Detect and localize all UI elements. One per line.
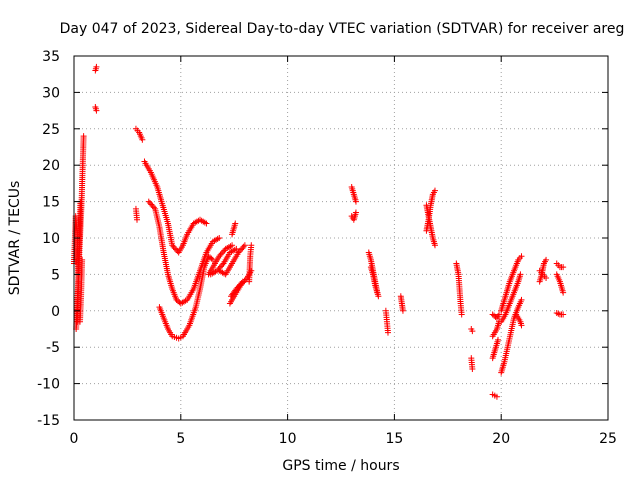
data-point bbox=[384, 329, 391, 336]
data-point bbox=[234, 284, 241, 291]
chart-title: Day 047 of 2023, Sidereal Day-to-day VTE… bbox=[60, 21, 625, 37]
data-point bbox=[150, 204, 157, 211]
data-point bbox=[352, 209, 359, 216]
data-point bbox=[233, 245, 240, 252]
data-point bbox=[469, 328, 476, 335]
y-axis-label: SDTVAR / TECUs bbox=[7, 181, 23, 296]
data-point bbox=[431, 242, 438, 249]
data-point bbox=[518, 296, 525, 303]
x-axis-label: GPS time / hours bbox=[282, 458, 399, 474]
data-point bbox=[145, 198, 152, 205]
data-point bbox=[236, 248, 243, 255]
data-point bbox=[139, 136, 146, 143]
x-tick-label: 15 bbox=[385, 431, 403, 447]
y-tick-label: 15 bbox=[42, 195, 60, 211]
data-point bbox=[239, 245, 246, 252]
data-point bbox=[173, 246, 180, 253]
data-point bbox=[149, 202, 156, 209]
data-point bbox=[494, 336, 501, 343]
data-point bbox=[239, 278, 246, 285]
y-tick-label: -5 bbox=[46, 340, 60, 356]
y-tick-label: 0 bbox=[51, 304, 60, 320]
data-point bbox=[240, 243, 247, 250]
data-point bbox=[169, 242, 176, 249]
y-tick-label: 5 bbox=[51, 267, 60, 283]
data-point bbox=[518, 253, 525, 260]
data-point bbox=[235, 249, 242, 256]
data-point bbox=[235, 283, 242, 290]
data-points bbox=[71, 63, 567, 400]
data-point bbox=[147, 200, 154, 207]
data-point bbox=[217, 251, 224, 258]
data-point bbox=[216, 253, 223, 260]
data-point bbox=[220, 248, 227, 255]
y-tick-label: -15 bbox=[37, 413, 60, 429]
data-point bbox=[80, 133, 87, 140]
data-point bbox=[560, 311, 567, 318]
data-point bbox=[171, 245, 178, 252]
data-point bbox=[543, 275, 550, 282]
data-point bbox=[517, 271, 524, 278]
data-point bbox=[496, 311, 503, 318]
data-point bbox=[218, 250, 225, 257]
y-tick-label: 25 bbox=[42, 122, 60, 138]
data-point bbox=[543, 256, 550, 263]
data-point bbox=[493, 393, 500, 400]
data-point bbox=[238, 246, 245, 253]
data-point bbox=[431, 187, 438, 194]
data-point bbox=[170, 243, 177, 250]
y-tick-label: 10 bbox=[42, 231, 60, 247]
data-point bbox=[241, 242, 248, 249]
x-tick-label: 25 bbox=[599, 431, 617, 447]
data-point bbox=[469, 366, 476, 373]
data-point bbox=[79, 256, 86, 263]
data-point bbox=[219, 261, 226, 268]
data-point bbox=[134, 216, 141, 223]
data-point bbox=[237, 281, 244, 288]
data-point bbox=[560, 264, 567, 271]
y-tick-label: 20 bbox=[42, 158, 60, 174]
data-point bbox=[217, 263, 224, 270]
y-tick-label: 35 bbox=[42, 49, 60, 65]
y-tick-label: 30 bbox=[42, 85, 60, 101]
data-point bbox=[216, 235, 223, 241]
data-point bbox=[518, 322, 525, 329]
data-point bbox=[238, 280, 245, 287]
data-point bbox=[248, 242, 255, 249]
data-point bbox=[560, 289, 567, 296]
data-point bbox=[399, 307, 406, 314]
x-tick-label: 20 bbox=[492, 431, 510, 447]
data-point bbox=[458, 311, 465, 318]
data-point bbox=[208, 255, 215, 262]
x-tick-label: 5 bbox=[176, 431, 185, 447]
data-point bbox=[93, 63, 100, 70]
data-point bbox=[229, 242, 236, 249]
axis-ticks: 0 5 10 15 20 25 -15 -10 -5 0 5 10 15 20 25 30 35 bbox=[37, 49, 617, 447]
data-point bbox=[93, 107, 100, 114]
data-point bbox=[203, 220, 210, 227]
y-tick-label: -10 bbox=[37, 377, 60, 393]
data-point bbox=[232, 220, 239, 227]
data-point bbox=[352, 198, 359, 205]
data-point bbox=[233, 285, 240, 292]
data-point bbox=[375, 293, 382, 300]
x-tick-label: 0 bbox=[70, 431, 79, 447]
data-point bbox=[148, 201, 155, 208]
x-tick-label: 10 bbox=[279, 431, 297, 447]
